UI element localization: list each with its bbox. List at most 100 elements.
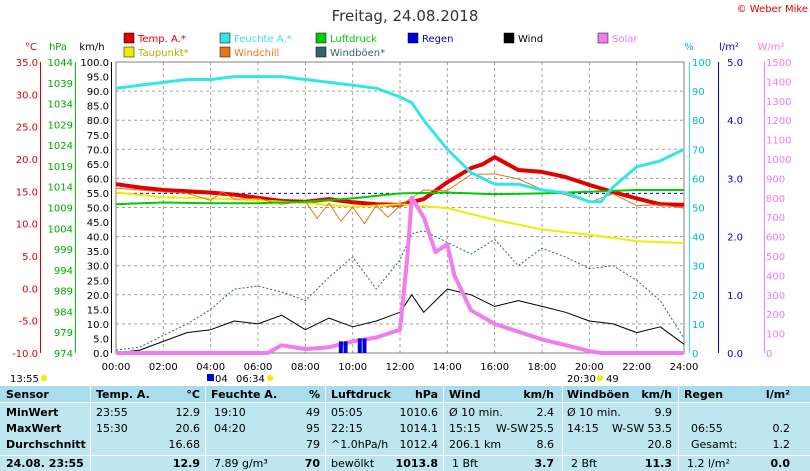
legend-label[interactable]: Windchill	[234, 48, 279, 59]
x-tick: 24:00	[670, 362, 699, 373]
wind-tick: 60.0	[87, 174, 109, 185]
pressure-tick: 984	[54, 307, 73, 318]
wind-tick: 20.0	[87, 291, 109, 302]
solar-tick: 900	[766, 174, 785, 185]
pressure-tick: 1004	[48, 224, 73, 235]
brand-label[interactable]: © Weber Mike	[737, 4, 808, 15]
current-rain-total: 1.2 l/m²	[687, 457, 730, 470]
humidity-tick: 20	[692, 291, 705, 302]
pressure-tick: 994	[54, 266, 73, 277]
legend-label[interactable]: Feuchte A.*	[234, 34, 292, 45]
solar-tick: 1200	[766, 116, 791, 127]
stats-gust-value: 9.9	[654, 406, 673, 419]
humidity-tick: 50	[692, 204, 705, 215]
rain-bar	[343, 341, 348, 353]
solar-tick: 400	[766, 271, 785, 282]
moon-icon	[207, 374, 214, 381]
legend-label[interactable]: Regen	[422, 34, 454, 45]
temp-tick: 25.0	[16, 123, 38, 134]
stats-wind-direction: W-SW	[496, 422, 529, 435]
wind-tick: 75.0	[87, 131, 109, 142]
stats-pressure-time: 05:05	[331, 406, 363, 419]
pressure-tick: 989	[54, 287, 73, 298]
wind-tick: 10.0	[87, 320, 109, 331]
rain-tick: 1.0	[727, 291, 743, 302]
date-time-label: 13:55	[10, 374, 39, 385]
legend-label[interactable]: Wind	[518, 34, 543, 45]
stats-humidity-value: 49	[306, 406, 320, 419]
sunset-icon	[597, 375, 603, 381]
legend-label[interactable]: Windböen*	[330, 48, 385, 59]
wind-tick: 55.0	[87, 189, 109, 200]
series-windb-en-	[115, 230, 685, 351]
solar-tick: 0	[766, 349, 772, 360]
stats-wind-time: 15:15	[449, 422, 481, 435]
rain-tick: 4.0	[727, 116, 743, 127]
wind-tick: 5.0	[93, 334, 109, 345]
unit-hpa: hPa	[49, 42, 67, 53]
current-humidity: 70	[304, 457, 320, 470]
wind-tick: 30.0	[87, 262, 109, 273]
stats-humidity-time: 19:10	[214, 406, 246, 419]
stats-gust-time: 14:15	[567, 422, 599, 435]
x-tick: 08:00	[291, 362, 320, 373]
stats-gust-direction: W-SW	[612, 422, 645, 435]
stats-gust-value: 20.8	[647, 438, 673, 451]
header-wind: Wind	[449, 388, 481, 401]
legend-swatch	[597, 32, 609, 44]
rain-bar	[338, 341, 343, 353]
x-tick: 14:00	[433, 362, 462, 373]
stats-wind-time: Ø 10 min.	[449, 406, 503, 419]
legend-label[interactable]: Temp. A.*	[137, 34, 186, 45]
solar-tick: 1500	[766, 58, 791, 69]
stats-rain-time: 06:55	[691, 422, 723, 435]
solar-tick: 500	[766, 252, 785, 263]
col-divider	[678, 386, 679, 471]
header-rain: Regen	[684, 388, 724, 401]
x-tick: 22:00	[622, 362, 651, 373]
temp-tick: -5.0	[18, 317, 38, 328]
stats-temp-value: 16.68	[168, 438, 201, 451]
stats-wind-value: 2.4	[536, 406, 555, 419]
series-wind	[115, 288, 685, 354]
unit-celsius: °C	[25, 42, 37, 53]
header-humidity: Feuchte A.	[211, 388, 278, 401]
stats-rain-time: Gesamt:	[691, 438, 738, 451]
humidity-tick: 10	[692, 320, 705, 331]
header-humidity-unit: %	[308, 388, 320, 401]
x-tick: 20:00	[575, 362, 604, 373]
row-divider	[0, 402, 810, 403]
temp-tick: 10.0	[16, 220, 38, 231]
pressure-tick: 1014	[48, 183, 73, 194]
x-tick: 02:00	[149, 362, 178, 373]
wind-tick: 35.0	[87, 247, 109, 258]
unit-solar: W/m²	[757, 42, 784, 53]
temp-tick: 15.0	[16, 187, 38, 198]
x-tick: 18:00	[528, 362, 557, 373]
legend-swatch	[315, 46, 327, 58]
stats-pressure-value: 1010.6	[399, 406, 439, 419]
humidity-tick: 40	[692, 233, 705, 244]
header-temp: Temp. A.	[96, 388, 150, 401]
series-feuchte-a-	[115, 75, 685, 204]
legend-swatch	[219, 32, 231, 44]
stats-row-label: Durchschnitt	[6, 438, 86, 451]
legend-label[interactable]: Taupunkt*	[137, 48, 189, 59]
col-divider	[562, 386, 563, 471]
legend-label[interactable]: Luftdruck	[330, 34, 377, 45]
temp-tick: 5.0	[22, 252, 38, 263]
x-tick: 12:00	[386, 362, 415, 373]
humidity-tick: 70	[692, 145, 705, 156]
humidity-tick: 60	[692, 174, 705, 185]
legend-swatch	[123, 46, 135, 58]
stats-gust-value: 53.5	[647, 422, 673, 435]
stats-wind-value: 8.6	[536, 438, 555, 451]
current-gust-bft: 2 Bft	[571, 457, 598, 470]
unit-rain: l/m²	[719, 42, 739, 53]
col-divider	[443, 386, 444, 471]
legend-label[interactable]: Solar	[612, 34, 638, 45]
current-rain: 0.0	[770, 457, 791, 470]
pressure-tick: 974	[54, 349, 73, 360]
solar-tick: 800	[766, 194, 785, 205]
rain-bars	[338, 338, 367, 353]
